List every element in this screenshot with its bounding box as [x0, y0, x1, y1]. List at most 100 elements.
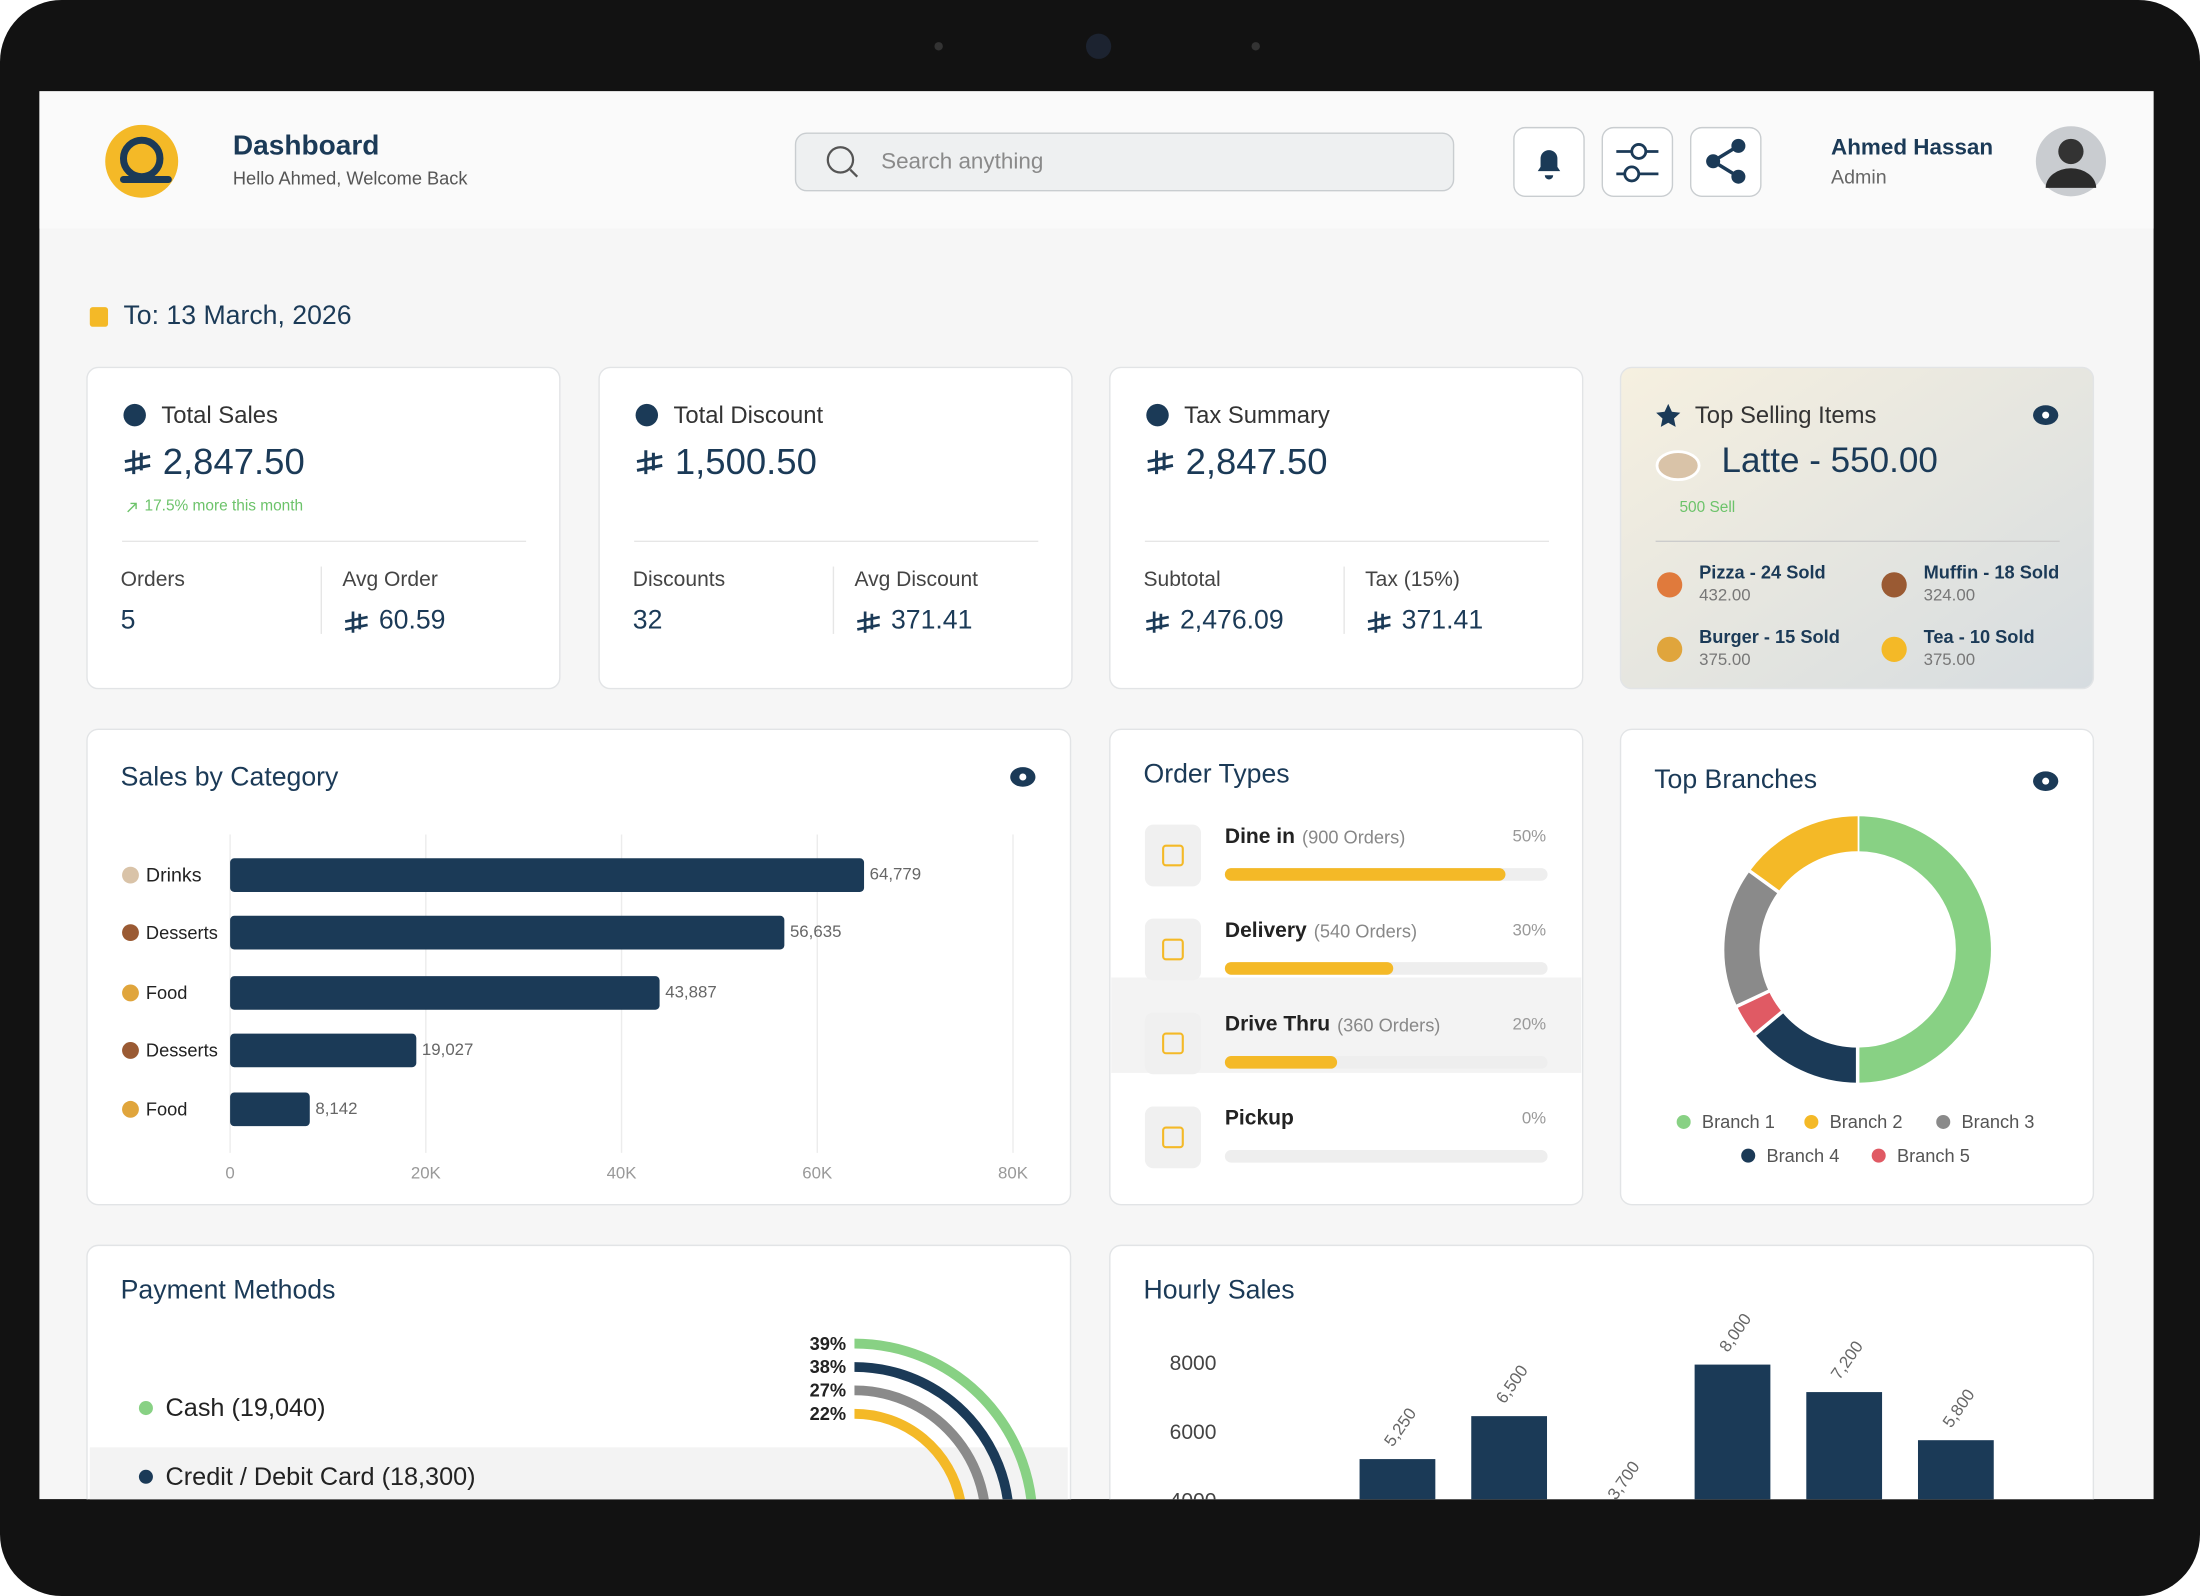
x-tick-label: 20K: [411, 1163, 442, 1182]
card-note: 500 Sell: [1679, 499, 1735, 516]
category-icon: [122, 866, 139, 884]
category-icon: [122, 984, 139, 1002]
card: [1109, 366, 1584, 690]
stat-value: 371.41: [891, 604, 973, 634]
filter-button[interactable]: [1601, 126, 1674, 198]
y-tick-label: 8000: [1170, 1352, 1217, 1375]
payment-arc: [854, 1408, 965, 1500]
card-note: 17.5% more this month: [145, 497, 304, 514]
card-title: Total Discount: [673, 402, 823, 429]
bar: [1359, 1459, 1436, 1500]
legend-dot: [1936, 1114, 1951, 1129]
card-value: 2,847.50: [163, 441, 305, 482]
share-button[interactable]: [1689, 126, 1762, 198]
card-title: Order Types: [1143, 759, 1289, 789]
stat-value: 371.41: [1402, 604, 1484, 634]
stat-value: 2,476.09: [1180, 604, 1284, 634]
welcome: Hello Ahmed, Welcome Back: [233, 167, 469, 188]
type-percent: 30%: [1512, 921, 1546, 940]
stat-label: Avg Order: [342, 568, 437, 591]
method-label: Credit / Debit Card (18,300): [166, 1463, 476, 1491]
legend-dot: [1804, 1114, 1819, 1129]
donut-segment: [1737, 990, 1783, 1035]
card-title: Hourly Sales: [1143, 1275, 1294, 1305]
star-icon: [1656, 403, 1681, 427]
currency-icon: [1146, 611, 1170, 633]
search-icon: [826, 146, 855, 174]
item-name: Muffin - 18 Sold: [1924, 561, 2060, 582]
bar: [1471, 1416, 1548, 1500]
user-name: Ahmed Hassan: [1831, 135, 1993, 160]
type-name: Drive Thru: [1225, 1013, 1330, 1036]
category-icon: [122, 924, 139, 942]
segment-gap: [1753, 1010, 1784, 1037]
type-name: Pickup: [1225, 1107, 1294, 1130]
segment-gap: [1748, 869, 1780, 894]
type-name: Dine in: [1225, 825, 1295, 848]
legend-dot: [138, 1401, 153, 1416]
eye-pupil: [2042, 777, 2050, 785]
bar: [1917, 1440, 1994, 1500]
legend-dot: [1741, 1148, 1756, 1163]
category-label: Food: [146, 1099, 188, 1120]
legend-dot: [1676, 1114, 1691, 1129]
segment-gap: [1735, 989, 1771, 1009]
item-icon: [1657, 636, 1683, 662]
card: [1619, 728, 2095, 1206]
search-box[interactable]: [794, 132, 1455, 192]
value-label: 56,635: [790, 922, 841, 941]
type-icon: [1144, 1012, 1202, 1075]
card-title: Top Selling Items: [1695, 402, 1877, 429]
item-price: 375.00: [1699, 650, 1750, 669]
screen: Dashboard Hello Ahmed, Welcome Back Sear…: [39, 91, 2154, 1513]
legend-dot: [138, 1469, 153, 1484]
search-placeholder: Search anything: [881, 149, 1043, 174]
card-value: 1,500.50: [675, 441, 817, 482]
bar: [230, 1033, 417, 1068]
card: [86, 1244, 1072, 1500]
type-glyph: [1162, 1126, 1184, 1149]
bell-icon: [1537, 150, 1561, 180]
legend-dot: [1871, 1148, 1886, 1163]
date-range: To: 13 March, 2026: [123, 300, 351, 330]
legend-label: Branch 4: [1766, 1145, 1839, 1166]
headline: Latte - 550.00: [1722, 441, 1938, 480]
stat-label: Subtotal: [1143, 568, 1220, 591]
currency-icon: [124, 450, 151, 475]
stat-value: 32: [633, 604, 663, 634]
donut-segment: [1754, 1011, 1859, 1083]
filter-icon: [1623, 165, 1641, 183]
item-icon: [1881, 572, 1907, 598]
category-label: Desserts: [146, 922, 218, 943]
item-icon: [1655, 450, 1701, 482]
eye-pupil: [1019, 773, 1027, 781]
type-glyph: [1162, 1032, 1184, 1055]
card: [1619, 366, 2095, 690]
currency-icon: [636, 450, 663, 475]
arc-label: 22%: [810, 1403, 846, 1424]
x-tick-label: 0: [225, 1163, 234, 1182]
legend-label: Branch 5: [1897, 1145, 1970, 1166]
item-name: Pizza - 24 Sold: [1699, 561, 1826, 582]
x-tick-label: 80K: [998, 1163, 1029, 1182]
item-price: 375.00: [1924, 650, 1975, 669]
logo[interactable]: [105, 124, 179, 198]
bar: [1806, 1392, 1883, 1500]
stat-label: Avg Discount: [854, 568, 978, 591]
type-percent: 20%: [1512, 1015, 1546, 1034]
arc-label: 38%: [810, 1356, 846, 1377]
item-price: 432.00: [1699, 586, 1750, 605]
legend-label: Branch 2: [1830, 1111, 1903, 1132]
card-title: Tax Summary: [1184, 402, 1330, 429]
category-icon: [122, 1100, 139, 1118]
item-name: Burger - 15 Sold: [1699, 626, 1840, 647]
avatar-figure: [2045, 168, 2097, 188]
search-icon: [849, 168, 859, 178]
value-label: 8,142: [315, 1099, 357, 1118]
card: [86, 366, 561, 690]
bar: [230, 976, 660, 1010]
y-tick-label: 4000: [1170, 1490, 1217, 1513]
stat-label: Discounts: [633, 568, 725, 591]
type-detail: (900 Orders): [1302, 826, 1405, 847]
